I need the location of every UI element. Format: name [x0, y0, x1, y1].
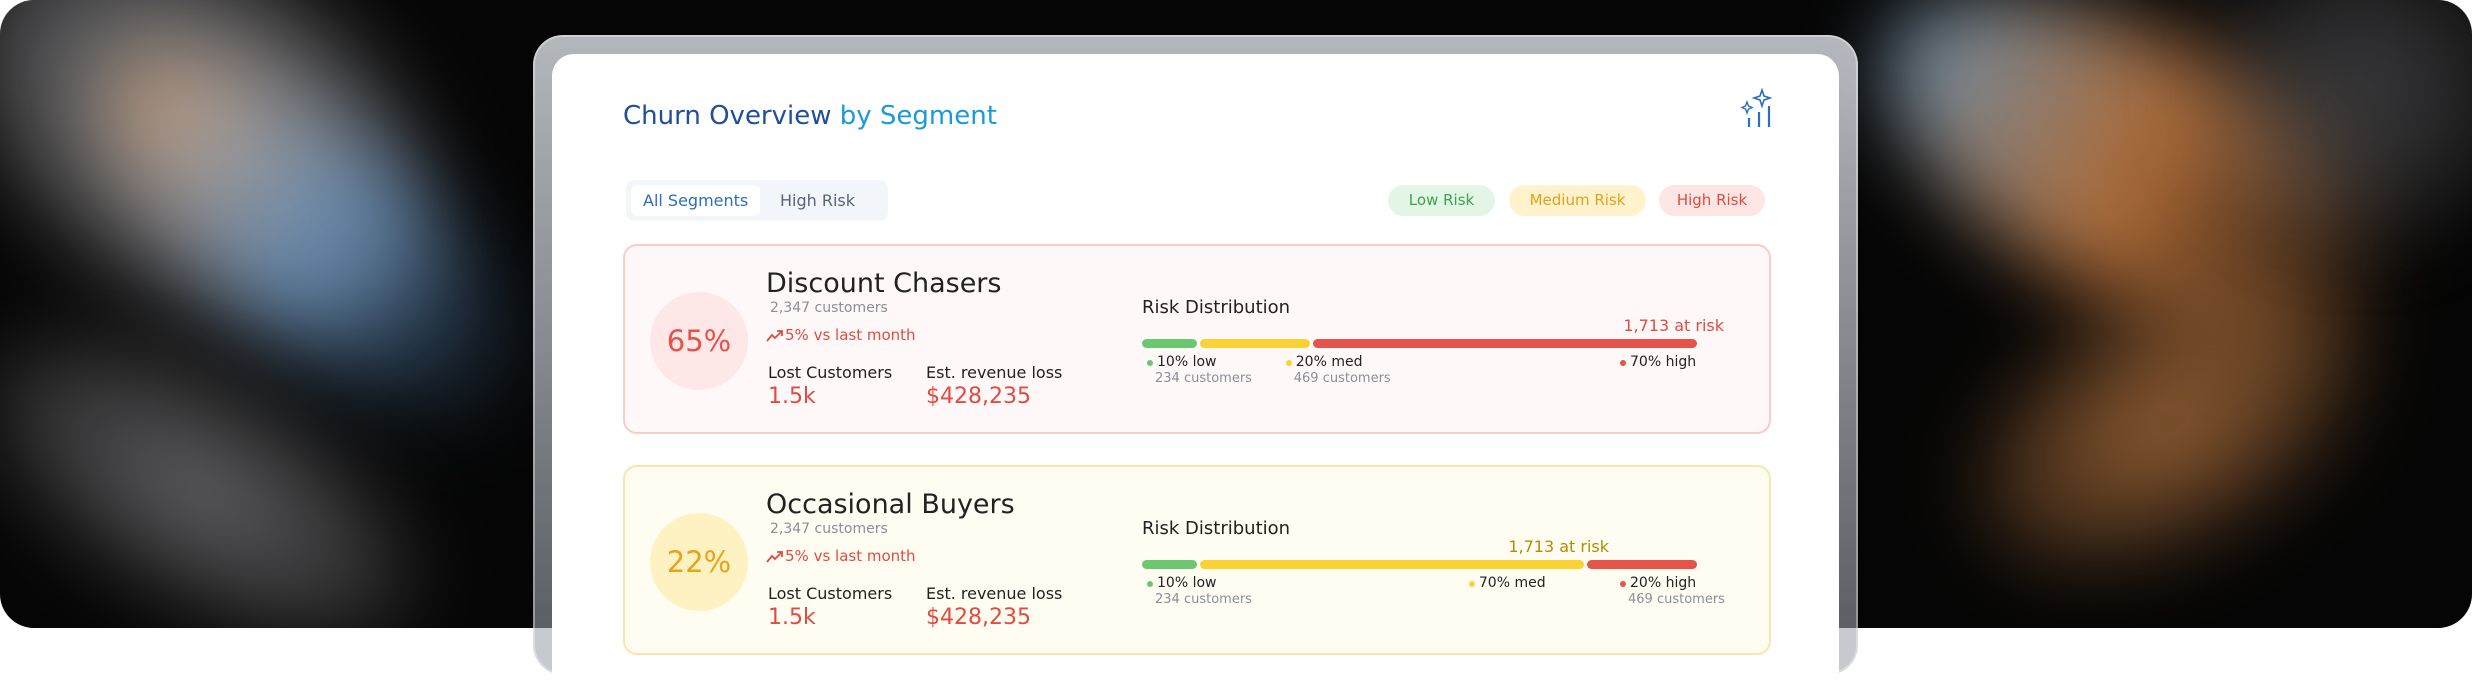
risk-bar — [1312, 339, 1697, 348]
metric-value: $428,235 — [926, 605, 1031, 630]
metric-value: 1.5k — [768, 605, 816, 630]
sparkle-icon — [1740, 88, 1773, 127]
risk-dot — [1620, 581, 1626, 587]
section-title: Risk Distribution — [1142, 518, 1291, 539]
churn-rate: 22% — [650, 513, 748, 611]
at-risk-label: 1,713 at risk — [1623, 316, 1724, 335]
trend: 5% vs last month — [785, 547, 916, 565]
risk-bar — [1587, 560, 1697, 569]
trend-icon — [766, 551, 783, 563]
metric-label: Lost Customers — [768, 584, 893, 603]
risk-bar — [1199, 560, 1585, 569]
segment-name: Discount Chasers — [766, 268, 1002, 299]
risk-dot — [1147, 360, 1153, 366]
risk-text: 20% med — [1295, 354, 1363, 370]
churn-rate: 65% — [650, 292, 748, 390]
risk-text: 20% high — [1630, 575, 1697, 591]
metric-value: 1.5k — [768, 384, 816, 409]
risk-label: 10% low — [1147, 575, 1216, 591]
tab-bar: All Segments High Risk — [626, 180, 888, 221]
risk-label: 70% med — [1468, 575, 1546, 591]
at-risk-label: 1,713 at risk — [1508, 537, 1609, 556]
customer-count: 2,347 customers — [770, 300, 888, 316]
risk-customers: 234 customers — [1155, 371, 1252, 386]
title: Churn Overview by Segment — [623, 101, 997, 131]
title-main: Churn Overview — [623, 101, 832, 131]
trend: 5% vs last month — [785, 326, 916, 344]
segment-card: 65% Discount Chasers 2,347 customers 5% vs … — [623, 244, 1771, 434]
risk-dot — [1147, 581, 1153, 587]
risk-bar — [1142, 339, 1197, 348]
risk-label: 70% high — [1620, 354, 1696, 370]
risk-bar — [1199, 339, 1310, 348]
section-title: Risk Distribution — [1142, 297, 1291, 318]
metric-label: Est. revenue loss — [926, 363, 1063, 382]
risk-text: 10% low — [1157, 354, 1217, 370]
risk-label: 20% med — [1285, 354, 1363, 370]
legend-chip[interactable]: Low Risk — [1388, 185, 1495, 216]
risk-dot — [1468, 581, 1475, 587]
risk-customers: 234 customers — [1155, 592, 1252, 607]
risk-bar — [1142, 560, 1197, 569]
risk-text: 10% low — [1157, 575, 1217, 591]
tab[interactable]: High Risk — [780, 191, 856, 210]
risk-customers: 469 customers — [1628, 592, 1725, 607]
risk-dot — [1285, 360, 1292, 366]
risk-label: 20% high — [1620, 575, 1696, 591]
metric-label: Lost Customers — [768, 363, 893, 382]
metric-value: $428,235 — [926, 384, 1031, 409]
risk-customers: 469 customers — [1293, 371, 1391, 386]
customer-count: 2,347 customers — [770, 521, 888, 537]
risk-text: 70% med — [1478, 575, 1546, 591]
risk-dot — [1620, 360, 1626, 366]
legend-chip[interactable]: Medium Risk — [1509, 185, 1646, 216]
trend-icon — [766, 330, 783, 342]
metric-label: Est. revenue loss — [926, 584, 1063, 603]
risk-text: 70% high — [1630, 354, 1697, 370]
title-sub: by Segment — [839, 101, 997, 131]
segment-card: 22% Occasional Buyers 2,347 customers 5% vs… — [623, 465, 1771, 655]
legend-chip[interactable]: High Risk — [1659, 185, 1765, 216]
segment-name: Occasional Buyers — [766, 489, 1015, 520]
tab[interactable]: All Segments — [631, 185, 761, 216]
risk-label: 10% low — [1147, 354, 1216, 370]
